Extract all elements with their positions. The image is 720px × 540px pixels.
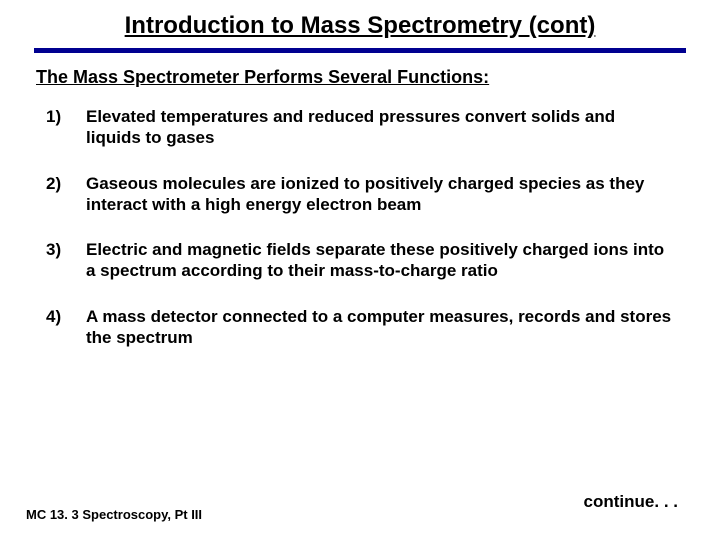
list-item-text: Elevated temperatures and reduced pressu… [86,106,672,149]
footer-reference: MC 13. 3 Spectroscopy, Pt III [26,507,202,522]
footer-continue: continue. . . [584,492,678,512]
list-item: 4) A mass detector connected to a comput… [46,306,672,349]
list-item: 1) Elevated temperatures and reduced pre… [46,106,672,149]
list-item-number: 4) [46,306,86,327]
list-item: 2) Gaseous molecules are ionized to posi… [46,173,672,216]
list-item-text: A mass detector connected to a computer … [86,306,672,349]
list-item-number: 1) [46,106,86,127]
list-item-text: Electric and magnetic fields separate th… [86,239,672,282]
list-item: 3) Electric and magnetic fields separate… [46,239,672,282]
slide-title: Introduction to Mass Spectrometry (cont) [28,12,692,46]
title-underline-rule [34,48,686,53]
numbered-list: 1) Elevated temperatures and reduced pre… [28,106,692,348]
list-item-number: 3) [46,239,86,260]
list-item-text: Gaseous molecules are ionized to positiv… [86,173,672,216]
slide: Introduction to Mass Spectrometry (cont)… [0,0,720,540]
slide-subtitle: The Mass Spectrometer Performs Several F… [36,67,684,88]
list-item-number: 2) [46,173,86,194]
